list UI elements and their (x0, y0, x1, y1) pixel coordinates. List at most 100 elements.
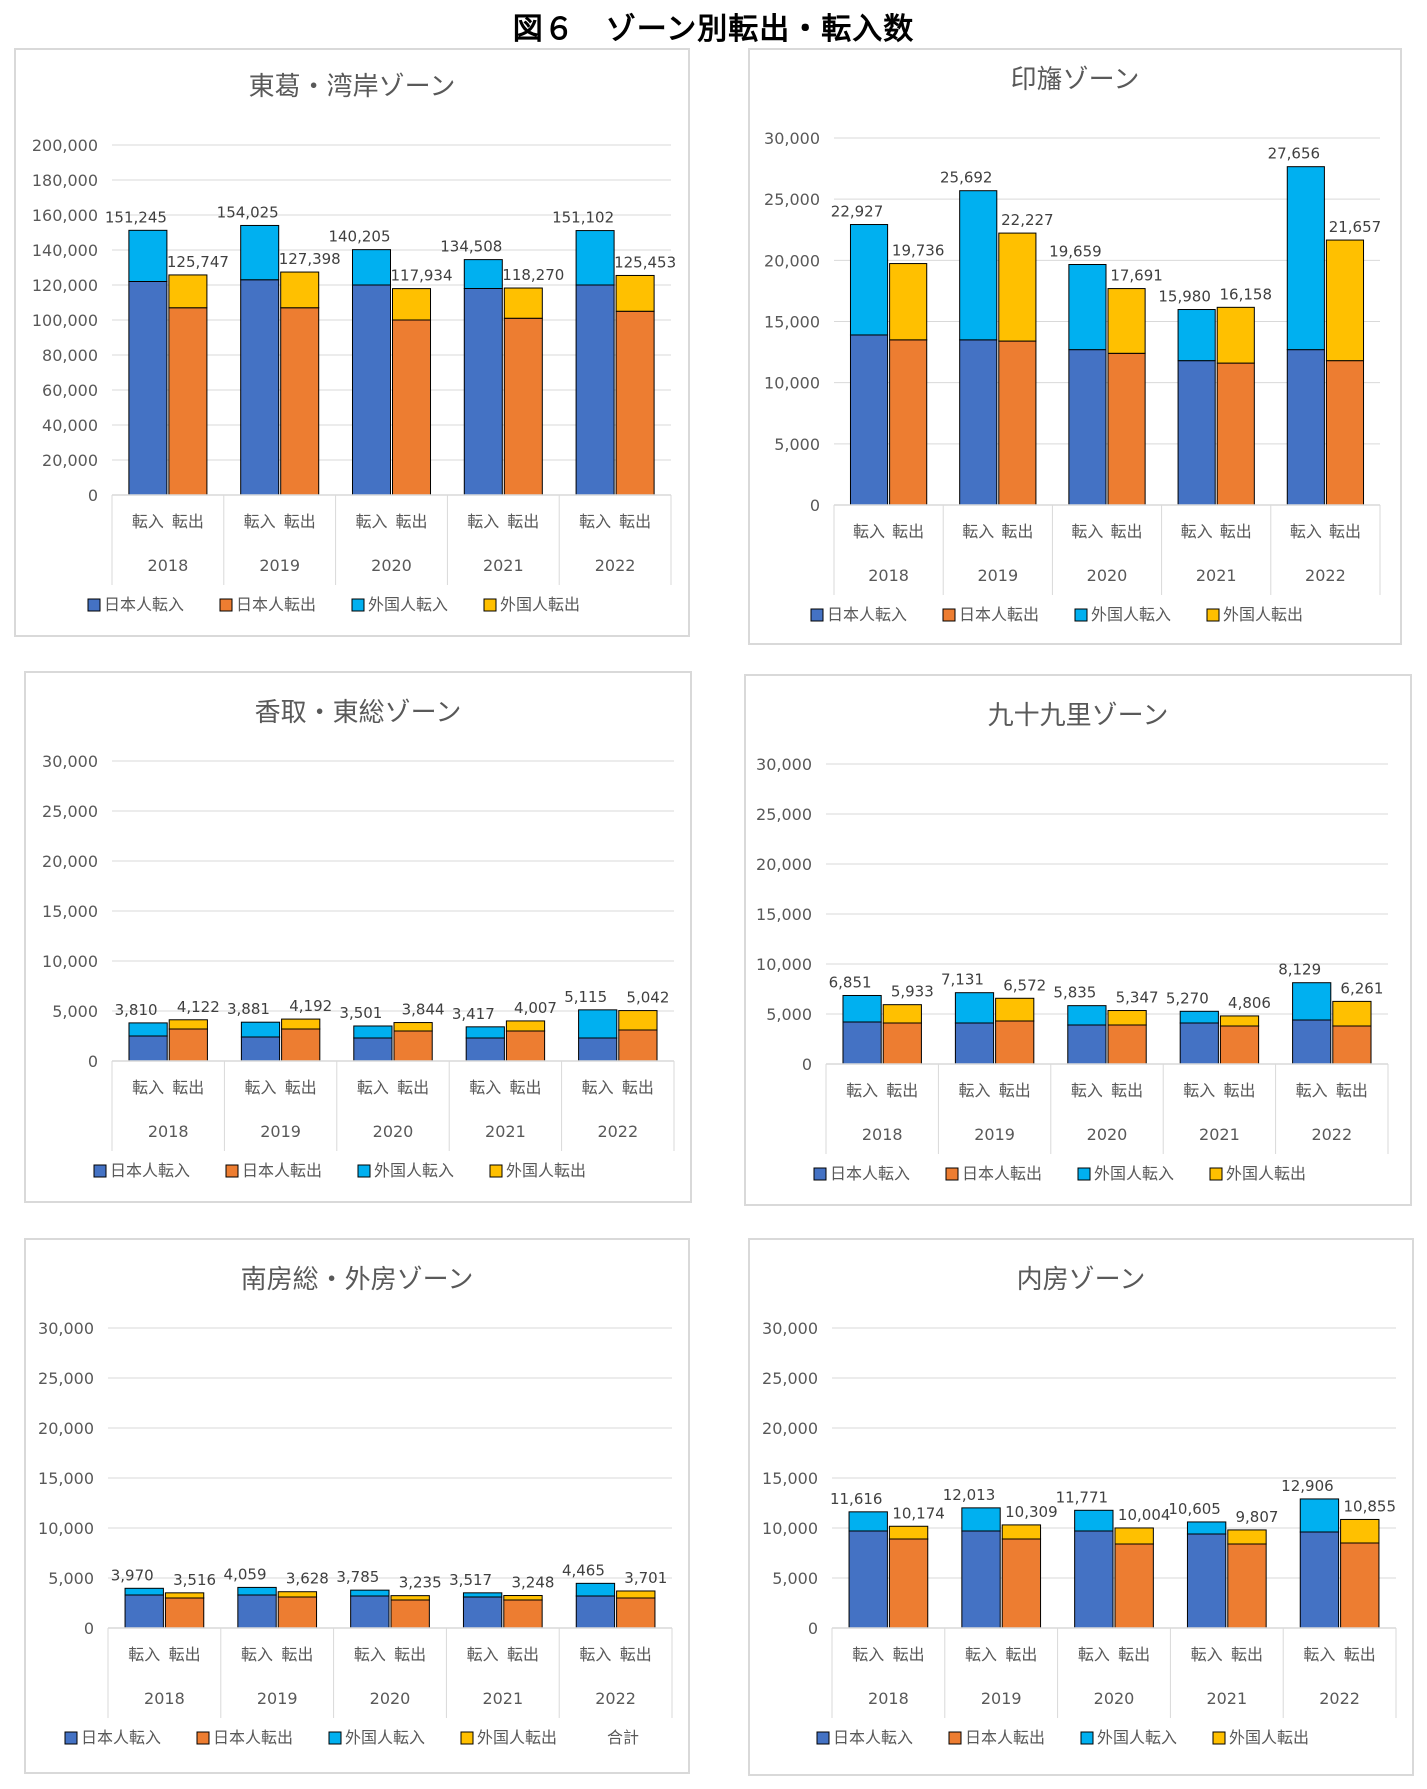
legend-label: 日本人転入 (827, 605, 907, 624)
data-label-in: 15,980 (1158, 288, 1211, 306)
x-subcategory-label: 転入 (467, 1645, 499, 1664)
bar-foreign-out (505, 1020, 546, 1032)
x-subcategory-label: 転入 (354, 1645, 386, 1664)
chart-panel-minamiboso-sotobo: 南房総・外房ゾーン 0 5,000 10,000 15,000 20,000 25,000 3… (24, 1238, 690, 1774)
legend-label: 日本人転入 (833, 1728, 913, 1747)
legend-swatch (196, 1731, 210, 1745)
bar-japanese-out (888, 1538, 929, 1629)
y-tick-label: 20,000 (42, 852, 98, 871)
x-subcategory-label: 転出 (1001, 522, 1033, 541)
x-year-label: 2019 (974, 1125, 1015, 1144)
legend-label: 日本人転出 (242, 1161, 322, 1180)
data-label-out: 6,261 (1340, 979, 1383, 997)
legend-swatch (328, 1731, 342, 1745)
x-year-label: 2018 (148, 556, 189, 575)
y-tick-label: 25,000 (42, 802, 98, 821)
data-label-in: 154,025 (217, 203, 279, 221)
x-year-label: 2021 (1199, 1125, 1240, 1144)
legend-swatch (942, 608, 956, 622)
legend-swatch (351, 598, 365, 612)
y-tick-label: 15,000 (762, 1469, 818, 1488)
bar-japanese-out (168, 307, 208, 496)
data-label-out: 19,736 (892, 242, 945, 260)
bar-foreign-out (390, 1595, 430, 1601)
bar-foreign-in (465, 1026, 505, 1039)
bar-foreign-out (168, 274, 208, 309)
bar-foreign-in (463, 259, 503, 289)
bar-foreign-in (237, 1586, 277, 1596)
y-tick-label: 0 (808, 1619, 818, 1638)
bar-japanese-out (503, 317, 543, 496)
legend-label: 日本人転出 (213, 1728, 293, 1747)
data-label-out: 5,933 (891, 983, 934, 1001)
bar-foreign-out (1219, 1015, 1260, 1027)
x-subcategory-label: 転出 (169, 1645, 201, 1664)
y-tick-label: 20,000 (38, 1419, 94, 1438)
legend-label: 外国人転入 (1094, 1164, 1174, 1183)
x-subcategory-label: 転入 (846, 1081, 878, 1100)
bar-japanese-in (1299, 1531, 1340, 1629)
x-subcategory-label: 転入 (579, 1645, 611, 1664)
x-subcategory-label: 転出 (285, 1078, 317, 1097)
legend-label: 外国人転入 (1097, 1728, 1177, 1747)
data-label-in: 3,881 (227, 1000, 270, 1018)
y-tick-label: 160,000 (32, 206, 98, 225)
x-year-label: 2020 (371, 556, 412, 575)
bar-foreign-in (1186, 1521, 1227, 1535)
bar-japanese-out (505, 1030, 546, 1062)
bar-japanese-in (1068, 349, 1107, 506)
data-label-in: 4,059 (224, 1565, 267, 1583)
x-subcategory-label: 転出 (620, 1645, 652, 1664)
x-year-label: 2018 (862, 1125, 903, 1144)
data-label-out: 3,844 (402, 1001, 445, 1019)
x-subcategory-label: 転入 (1296, 1081, 1328, 1100)
legend-swatch (1206, 608, 1220, 622)
data-label-out: 6,572 (1003, 976, 1046, 994)
y-tick-label: 30,000 (764, 129, 820, 148)
y-tick-label: 40,000 (42, 416, 98, 435)
data-label-out: 10,174 (892, 1504, 945, 1522)
x-year-label: 2018 (144, 1689, 185, 1708)
bar-foreign-out (618, 1010, 658, 1031)
data-label-out: 10,855 (1344, 1497, 1397, 1515)
bar-japanese-out (1114, 1543, 1154, 1629)
bar-foreign-out (1332, 1000, 1372, 1027)
bar-japanese-out (1227, 1543, 1267, 1629)
x-subcategory-label: 転入 (1181, 522, 1213, 541)
data-label-in: 151,245 (105, 208, 167, 226)
x-subcategory-label: 転出 (1231, 1645, 1263, 1664)
legend-swatch (460, 1731, 474, 1745)
x-year-label: 2020 (1087, 1125, 1128, 1144)
bar-japanese-in (1179, 1022, 1219, 1065)
data-label-in: 5,835 (1053, 984, 1096, 1002)
data-label-out: 17,691 (1110, 267, 1163, 285)
bar-foreign-in (353, 1025, 393, 1039)
legend-label: 日本人転出 (959, 605, 1039, 624)
x-year-label: 2022 (597, 1122, 638, 1141)
bar-japanese-in (1067, 1024, 1107, 1065)
x-year-label: 2018 (148, 1122, 189, 1141)
legend-label: 日本人転入 (81, 1728, 161, 1747)
x-subcategory-label: 転出 (886, 1081, 918, 1100)
bar-foreign-out (280, 271, 320, 309)
bar-japanese-in (237, 1594, 277, 1629)
x-year-label: 2022 (1319, 1689, 1360, 1708)
bar-japanese-out (1340, 1542, 1380, 1629)
bar-japanese-out (168, 1028, 208, 1062)
y-tick-label: 15,000 (42, 902, 98, 921)
y-tick-label: 10,000 (764, 374, 820, 393)
data-label-in: 4,465 (562, 1561, 605, 1579)
bar-foreign-out (615, 274, 655, 312)
x-subcategory-label: 転出 (394, 1645, 426, 1664)
x-subcategory-label: 転入 (1290, 522, 1322, 541)
legend-swatch (945, 1167, 959, 1181)
x-subcategory-label: 転出 (619, 512, 651, 531)
y-tick-label: 25,000 (762, 1369, 818, 1388)
data-label-out: 3,701 (624, 1569, 667, 1587)
y-tick-label: 25,000 (756, 805, 812, 824)
x-subcategory-label: 転出 (395, 512, 427, 531)
bar-foreign-in (128, 229, 168, 282)
legend-swatch (225, 1164, 239, 1178)
bar-foreign-out (888, 1525, 929, 1540)
y-tick-label: 20,000 (764, 251, 820, 270)
